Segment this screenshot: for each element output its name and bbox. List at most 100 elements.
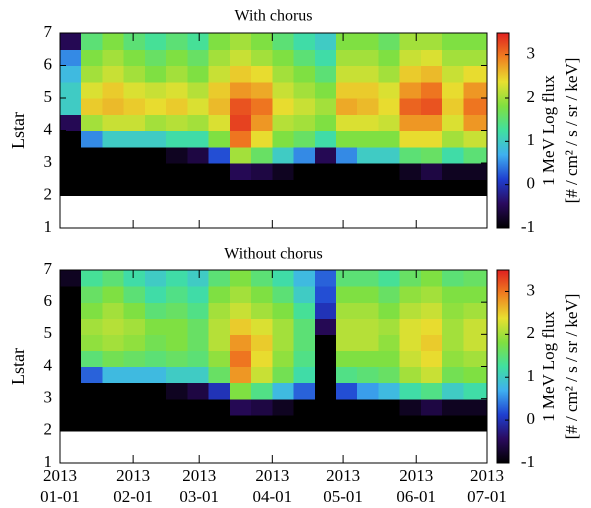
heatmap-cell: [229, 270, 252, 287]
colorbar: [496, 32, 510, 229]
heatmap-cell: [399, 163, 422, 180]
heatmap-cell: [399, 81, 422, 99]
heatmap-cell: [463, 318, 488, 335]
heatmap-cell: [229, 414, 252, 432]
heatmap-cell: [208, 286, 231, 303]
heatmap-cell: [81, 302, 104, 319]
heatmap-cell: [123, 65, 146, 83]
heatmap-cell: [166, 302, 188, 319]
heatmap-cell: [60, 49, 82, 67]
heatmap-cell: [144, 318, 167, 335]
heatmap-cell: [357, 350, 380, 368]
heatmap-cell: [251, 334, 273, 352]
heatmap-cell: [357, 81, 380, 99]
heatmap-cell: [463, 146, 488, 164]
heatmap-cell: [144, 114, 167, 132]
heatmap-cell: [123, 382, 146, 400]
heatmap-cell: [293, 114, 316, 132]
heatmap-cell: [60, 130, 82, 148]
heatmap-cell: [208, 318, 231, 335]
heatmap-cell: [81, 350, 104, 368]
heatmap-cell: [357, 382, 380, 400]
heatmap-cell: [378, 163, 401, 180]
heatmap-cell: [314, 114, 337, 132]
heatmap-cell: [81, 114, 104, 132]
heatmap-cell: [293, 33, 316, 50]
colorbar: [496, 269, 510, 464]
colorbar-label: 1 MeV Log flux: [539, 311, 558, 422]
heatmap-cell: [251, 414, 273, 432]
heatmap-cell: [378, 398, 401, 416]
heatmap-cell: [166, 179, 188, 197]
heatmap-cell: [378, 33, 401, 50]
heatmap-cell: [60, 366, 82, 384]
heatmap-cell: [378, 382, 401, 400]
panel-title: With chorus: [234, 8, 312, 25]
heatmap-cell: [251, 130, 273, 148]
heatmap-cell: [60, 179, 82, 197]
heatmap-cell: [166, 146, 188, 164]
heatmap-cell: [272, 49, 295, 67]
heatmap-cell: [463, 350, 488, 368]
heatmap-cell: [420, 270, 443, 287]
heatmap-cell: [144, 366, 167, 384]
heatmap-cell: [166, 98, 188, 115]
heatmap-cell: [420, 366, 443, 384]
heatmap-cell: [442, 350, 465, 368]
heatmap-cell: [166, 286, 188, 303]
heatmap-cell: [229, 146, 252, 164]
colorbar-tick-label: -1: [521, 452, 535, 471]
heatmap-cell: [378, 414, 401, 432]
heatmap-cell: [399, 318, 422, 335]
heatmap-cell: [144, 414, 167, 432]
heatmap-cell: [60, 414, 82, 432]
colorbar-tick-label: 0: [527, 174, 536, 193]
heatmap-cell: [102, 286, 125, 303]
heatmap-cell: [357, 179, 380, 197]
heatmap-cell: [123, 130, 146, 148]
colorbar-tick-label: 1: [527, 130, 536, 149]
heatmap-cell: [229, 98, 252, 115]
heatmap-cell: [336, 114, 358, 132]
heatmap-cell: [420, 114, 443, 132]
heatmap-cell: [272, 366, 295, 384]
heatmap-cell: [357, 302, 380, 319]
heatmap-cell: [144, 130, 167, 148]
heatmap-cell: [208, 146, 231, 164]
heatmap-cell: [293, 179, 316, 197]
heatmap-cell: [357, 163, 380, 180]
heatmap-cell: [314, 163, 337, 180]
heatmap-cell: [144, 49, 167, 67]
heatmap-cell: [144, 146, 167, 164]
heatmap-cell: [336, 81, 358, 99]
heatmap-cell: [60, 350, 82, 368]
heatmap-cell: [102, 334, 125, 352]
heatmap-cell: [272, 302, 295, 319]
colorbar-tick-label: -1: [521, 217, 535, 236]
heatmap-cell: [60, 114, 82, 132]
heatmap-cell: [378, 334, 401, 352]
heatmap-cell: [293, 286, 316, 303]
heatmap-cell: [314, 382, 337, 400]
heatmap-cell: [420, 302, 443, 319]
heatmap-cell: [251, 65, 273, 83]
heatmap-cell: [144, 382, 167, 400]
heatmap-cell: [293, 366, 316, 384]
heatmap-cell: [378, 179, 401, 197]
heatmap-cell: [357, 286, 380, 303]
heatmap-cell: [102, 398, 125, 416]
heatmap-cell: [336, 270, 358, 287]
heatmap-cell: [144, 163, 167, 180]
heatmap-cell: [420, 286, 443, 303]
heatmap-cell: [420, 350, 443, 368]
heatmap-cell: [166, 398, 188, 416]
heatmap-cell: [144, 65, 167, 83]
heatmap-cell: [442, 318, 465, 335]
heatmap-cell: [314, 130, 337, 148]
heatmap-cell: [229, 366, 252, 384]
heatmap-cell: [314, 49, 337, 67]
heatmap-cell: [357, 65, 380, 83]
heatmap-cell: [442, 270, 465, 287]
heatmap-cell: [314, 366, 337, 384]
heatmap-cell: [81, 81, 104, 99]
